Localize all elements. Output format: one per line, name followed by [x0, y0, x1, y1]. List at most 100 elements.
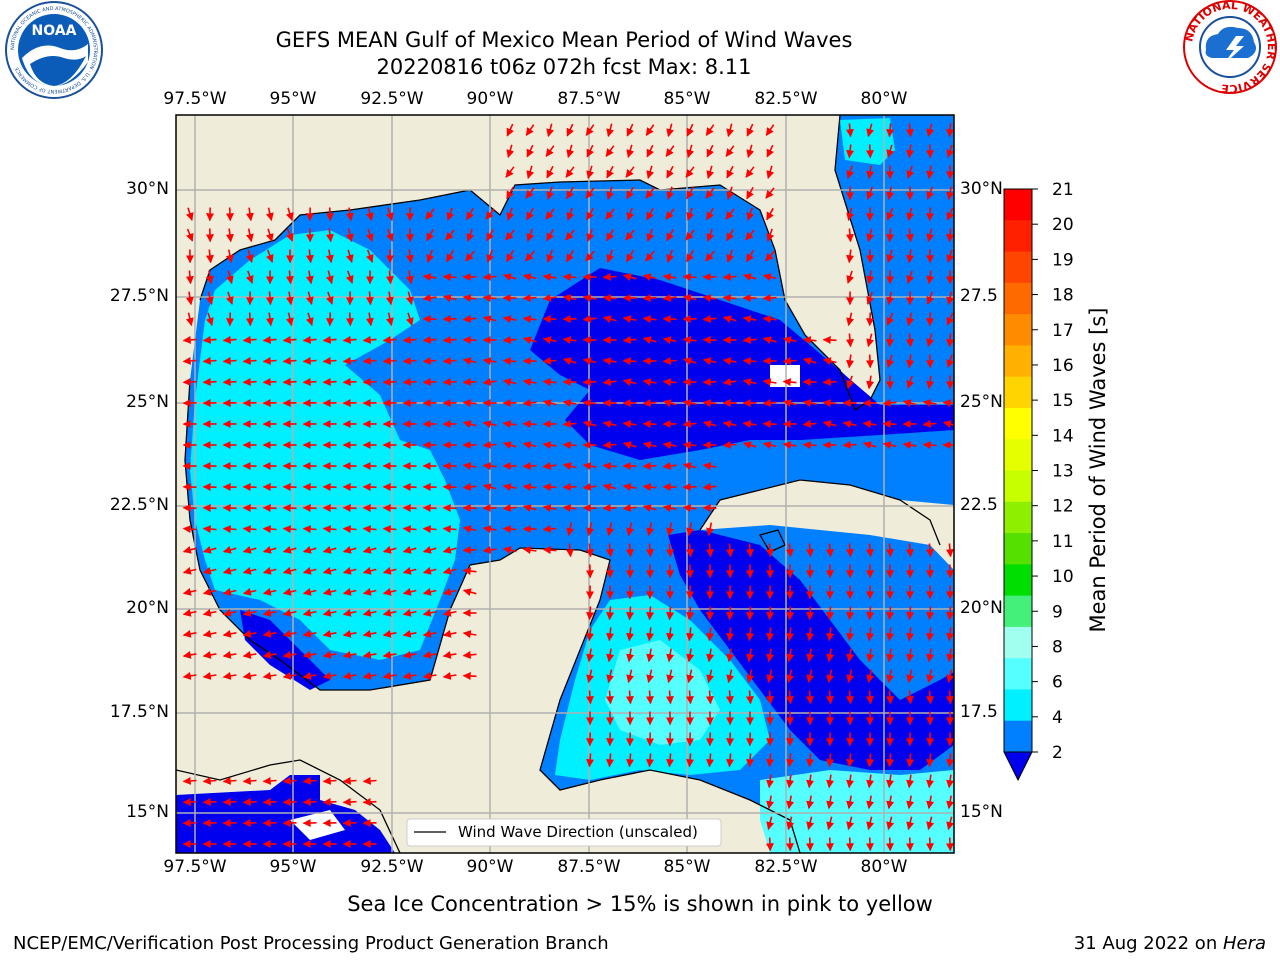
wind-wave-arrow	[526, 165, 535, 179]
wind-wave-arrow	[482, 440, 497, 449]
wind-wave-arrow	[305, 249, 314, 264]
wind-wave-arrow	[745, 229, 755, 241]
wind-wave-arrow	[626, 207, 635, 221]
wind-wave-arrow	[222, 629, 237, 638]
wind-wave-arrow	[322, 545, 337, 554]
wind-wave-arrow	[686, 606, 695, 621]
noaa-logo: NOAA NATIONAL OCEANIC AND ATMOSPHERIC AD…	[5, 1, 103, 99]
wind-wave-arrow	[706, 228, 715, 242]
wind-wave-arrow	[945, 837, 954, 852]
wind-wave-arrow	[182, 377, 197, 386]
wind-wave-arrow	[505, 166, 515, 178]
wind-wave-arrow	[265, 228, 274, 242]
wind-wave-arrow	[865, 249, 874, 264]
wind-wave-arrow	[926, 186, 934, 200]
wind-wave-arrow	[582, 294, 597, 303]
lat-tick-right: 25°N	[960, 392, 1003, 412]
wind-wave-arrow	[566, 249, 574, 263]
wind-wave-arrow	[782, 378, 797, 387]
wind-wave-arrow	[422, 356, 437, 365]
wind-wave-arrow	[525, 250, 535, 262]
lon-tick-bottom: 87.5°W	[557, 857, 621, 877]
wind-wave-arrow	[742, 420, 757, 429]
wind-wave-arrow	[342, 797, 357, 806]
wind-wave-arrow	[385, 270, 394, 285]
wind-wave-arrow	[482, 545, 497, 554]
wind-wave-arrow	[522, 483, 537, 492]
wind-wave-arrow	[626, 606, 635, 621]
wind-wave-arrow	[506, 123, 514, 137]
wind-wave-arrow	[266, 249, 274, 263]
wind-wave-arrow	[705, 543, 714, 558]
wind-wave-arrow	[665, 543, 674, 558]
wind-wave-arrow	[806, 795, 815, 810]
colorbar-tick-label: 19	[1052, 250, 1074, 270]
wind-wave-arrow	[582, 482, 597, 491]
wind-wave-arrow	[662, 293, 677, 302]
wind-wave-arrow	[765, 187, 775, 199]
wind-wave-arrow	[565, 166, 575, 178]
colorbar-segment	[1004, 314, 1032, 346]
lat-tick-left: 15°N	[126, 802, 169, 822]
wind-wave-arrow	[282, 377, 297, 386]
wind-wave-arrow	[202, 608, 217, 617]
wind-wave-arrow	[722, 357, 737, 366]
wind-wave-arrow	[686, 627, 695, 642]
wind-wave-arrow	[482, 272, 497, 281]
wind-wave-arrow	[645, 690, 654, 705]
wind-wave-arrow	[586, 648, 595, 663]
wind-wave-arrow	[486, 228, 494, 242]
wind-wave-arrow	[282, 335, 297, 344]
colorbar-tick-label: 15	[1052, 391, 1074, 411]
wind-wave-arrow	[586, 753, 595, 768]
wind-wave-arrow	[305, 291, 314, 306]
lat-tick-left: 20°N	[126, 598, 169, 618]
wind-wave-arrow	[542, 546, 557, 555]
wind-wave-arrow	[885, 543, 894, 558]
wind-wave-arrow	[185, 291, 194, 306]
wind-wave-arrow	[906, 249, 915, 264]
wind-wave-arrow	[482, 462, 497, 471]
wind-wave-arrow	[182, 650, 197, 659]
colorbar-tick-label: 8	[1052, 637, 1063, 657]
wind-wave-arrow	[342, 504, 357, 513]
wind-wave-arrow	[886, 669, 895, 684]
wind-wave-arrow	[702, 314, 717, 323]
wind-wave-arrow	[182, 671, 197, 680]
wind-wave-arrow	[242, 545, 257, 554]
wind-wave-arrow	[886, 207, 894, 221]
wind-wave-arrow	[202, 525, 217, 534]
wind-wave-arrow	[222, 335, 237, 344]
wind-wave-arrow	[925, 354, 934, 369]
wind-wave-arrow	[606, 669, 615, 684]
wind-wave-arrow	[806, 627, 815, 642]
wind-wave-arrow	[626, 627, 635, 642]
wind-wave-arrow	[905, 837, 914, 852]
wind-wave-arrow	[362, 525, 377, 534]
wind-wave-arrow	[906, 753, 915, 768]
wind-wave-arrow	[826, 753, 835, 768]
lon-tick-bottom: 82.5°W	[754, 857, 818, 877]
lat-tick-left: 30°N	[126, 179, 169, 199]
wind-wave-arrow	[422, 671, 437, 680]
wind-wave-arrow	[886, 648, 895, 663]
wind-wave-arrow	[202, 776, 217, 785]
wind-wave-arrow	[722, 294, 737, 303]
wind-wave-arrow	[866, 648, 875, 663]
wind-wave-arrow	[442, 608, 457, 617]
wind-wave-arrow	[202, 504, 217, 513]
wind-wave-arrow	[202, 377, 217, 386]
wind-wave-arrow	[545, 208, 555, 220]
lon-tick-top: 80°W	[860, 89, 908, 109]
wind-wave-arrow	[322, 335, 337, 344]
wind-wave-arrow	[885, 690, 894, 705]
colorbar-tick-label: 6	[1052, 673, 1063, 693]
wind-wave-arrow	[622, 335, 637, 344]
wind-wave-arrow	[642, 483, 657, 492]
wind-wave-arrow	[302, 566, 317, 575]
wind-wave-arrow	[822, 357, 837, 366]
wind-wave-arrow	[606, 165, 614, 179]
wind-wave-arrow	[402, 566, 417, 575]
wind-wave-arrow	[942, 399, 954, 408]
wind-wave-arrow	[382, 629, 397, 638]
